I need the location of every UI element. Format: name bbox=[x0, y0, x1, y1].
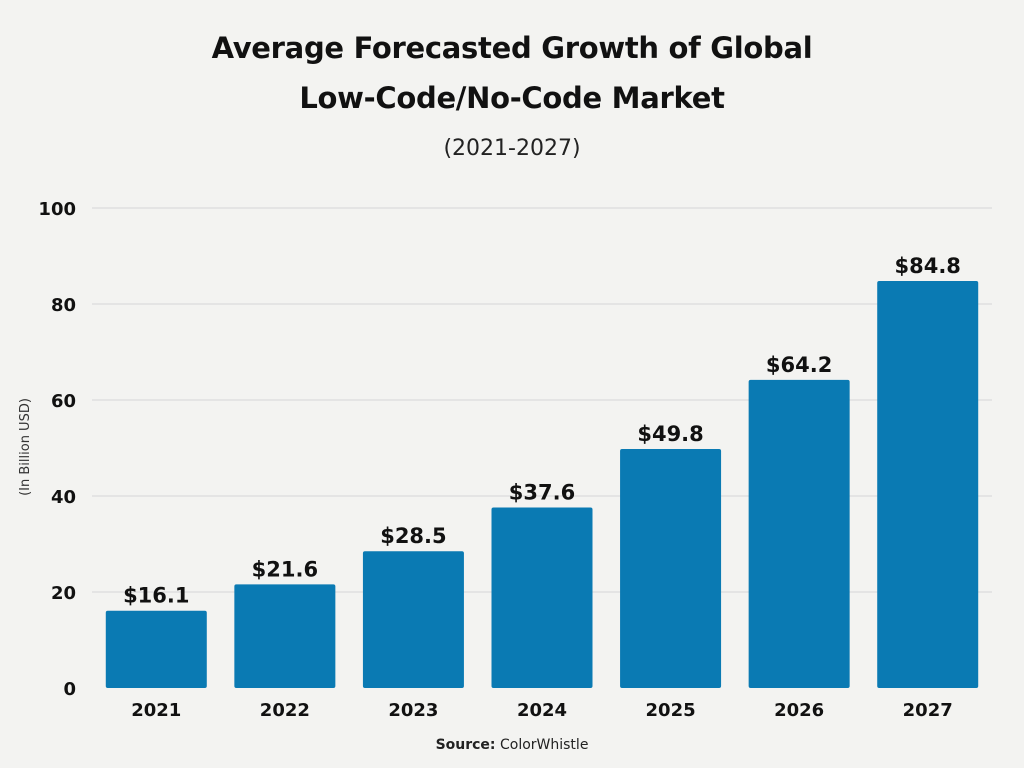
bar bbox=[105, 610, 207, 688]
x-axis-ticks: 2021 2022 2023 2024 2025 2026 2027 bbox=[131, 700, 953, 721]
x-tick-label: 2024 bbox=[517, 700, 567, 721]
x-tick-label: 2027 bbox=[903, 700, 953, 721]
y-axis-ticks: 0 20 40 60 80 100 bbox=[38, 199, 76, 700]
y-tick-label: 80 bbox=[51, 295, 76, 316]
x-tick-label: 2023 bbox=[388, 700, 438, 721]
source-name: ColorWhistle bbox=[499, 737, 589, 753]
y-tick-label: 100 bbox=[38, 199, 76, 220]
bar bbox=[234, 584, 336, 688]
bar bbox=[620, 448, 722, 688]
y-tick-label: 60 bbox=[51, 391, 76, 412]
bar bbox=[748, 379, 850, 688]
bar-value-label: $64.2 bbox=[766, 353, 832, 377]
bar bbox=[362, 551, 464, 688]
bar-value-label: $21.6 bbox=[252, 557, 318, 581]
bar-value-label: $16.1 bbox=[123, 584, 189, 608]
x-tick-label: 2022 bbox=[260, 700, 310, 721]
y-axis-label: (In Billion USD) bbox=[18, 398, 33, 496]
bar-value-label: $28.5 bbox=[380, 524, 446, 548]
chart-title-line-1: Average Forecasted Growth of Global bbox=[211, 31, 813, 65]
x-tick-label: 2025 bbox=[646, 700, 696, 721]
y-tick-label: 40 bbox=[51, 487, 76, 508]
bar-value-label: $37.6 bbox=[509, 481, 575, 505]
x-tick-label: 2026 bbox=[774, 700, 824, 721]
y-tick-label: 0 bbox=[63, 679, 76, 700]
bar bbox=[877, 280, 979, 688]
bar-value-label: $49.8 bbox=[637, 422, 703, 446]
bar-value-labels: $16.1 $21.6 $28.5 $37.6 $49.8 $64.2 $84.8 bbox=[123, 254, 961, 608]
chart-title-line-2: Low-Code/No-Code Market bbox=[299, 81, 725, 115]
source-label: Source: bbox=[435, 737, 496, 753]
bars bbox=[105, 280, 979, 688]
bar-chart: 0 20 40 60 80 100 (In Billion USD) $16.1 $21.6… bbox=[18, 199, 992, 721]
bar-value-label: $84.8 bbox=[894, 254, 960, 278]
source-note: Source: ColorWhistle bbox=[0, 735, 1024, 755]
chart-subtitle: (2021-2027) bbox=[443, 136, 581, 161]
y-tick-label: 20 bbox=[51, 583, 76, 604]
x-tick-label: 2021 bbox=[131, 700, 181, 721]
bar bbox=[491, 507, 593, 688]
